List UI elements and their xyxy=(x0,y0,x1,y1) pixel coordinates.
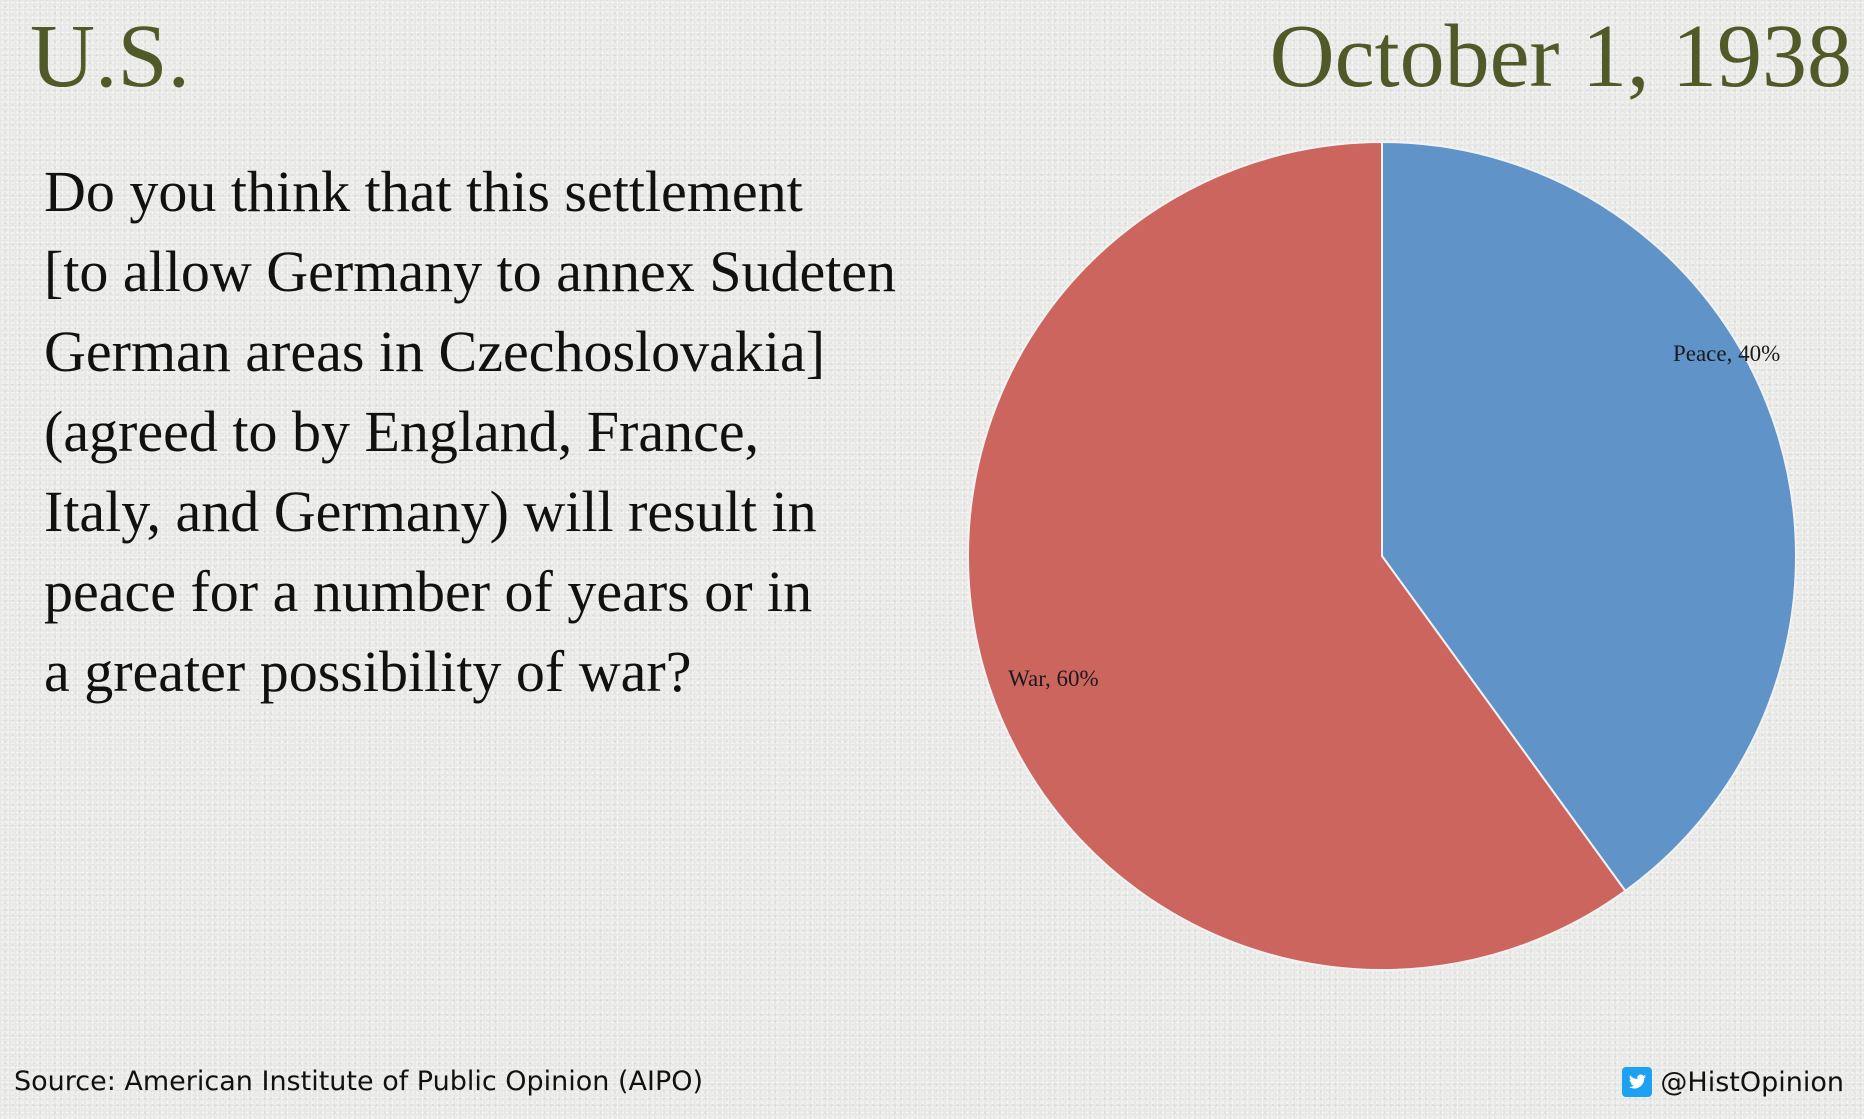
twitter-bird-icon xyxy=(1622,1067,1653,1097)
pie-label-peace: Peace, 40% xyxy=(1673,341,1780,366)
source-citation: Source: American Institute of Public Opi… xyxy=(14,1066,704,1097)
pie-slice-peace xyxy=(1381,140,1797,893)
handle-label: @HistOpinion xyxy=(1660,1066,1844,1098)
twitter-handle[interactable]: @HistOpinion xyxy=(1622,1062,1844,1102)
pie-slice-war xyxy=(967,140,1627,971)
region-title: U.S. xyxy=(30,7,191,106)
survey-question: Do you think that this settlement [to al… xyxy=(44,159,897,704)
date-title: October 1, 1938 xyxy=(1269,7,1852,106)
